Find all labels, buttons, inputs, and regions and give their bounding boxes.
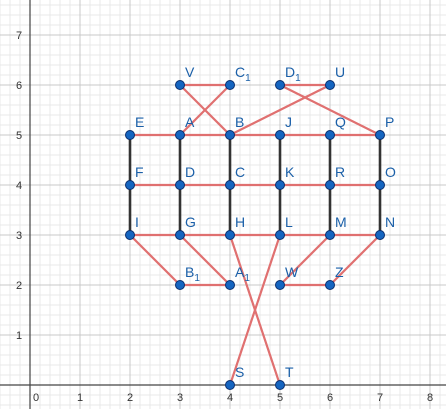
point-H[interactable] (225, 230, 235, 240)
tick-labels: 0 1 2 3 4 5 6 7 8 1 2 3 4 5 6 7 (16, 30, 433, 404)
point-label-P: P (385, 114, 394, 130)
point-G[interactable] (175, 230, 185, 240)
point-label-B1: B1 (185, 264, 200, 284)
point-D1[interactable] (275, 80, 285, 90)
point-C1[interactable] (225, 80, 235, 90)
x-tick-label: 3 (177, 392, 183, 404)
x-tick-label: 1 (77, 392, 83, 404)
point-label-C: C (235, 164, 245, 180)
y-tick-label: 2 (16, 280, 22, 292)
point-label-D1: D1 (285, 64, 301, 84)
point-U[interactable] (325, 80, 335, 90)
red-edges (128, 83, 382, 387)
point-label-R: R (335, 164, 345, 180)
point-label-C1: C1 (235, 64, 251, 84)
point-label-K: K (285, 164, 295, 180)
point-R[interactable] (325, 180, 335, 190)
point-L[interactable] (275, 230, 285, 240)
x-tick-label: 5 (277, 392, 283, 404)
point-label-A: A (185, 114, 195, 130)
x-tick-label: 6 (327, 392, 333, 404)
edge-D1-P (278, 83, 382, 137)
point-W[interactable] (275, 280, 285, 290)
point-C[interactable] (225, 180, 235, 190)
point-label-S: S (235, 364, 244, 380)
point-label-N: N (385, 214, 395, 230)
edge-N-Z (328, 233, 382, 287)
x-tick-label: 8 (427, 392, 433, 404)
y-tick-label: 7 (16, 30, 22, 42)
points (125, 80, 385, 390)
point-B1[interactable] (175, 280, 185, 290)
point-label-I: I (135, 214, 139, 230)
x-tick-label: 2 (127, 392, 133, 404)
y-tick-label: 3 (16, 230, 22, 242)
point-Q[interactable] (325, 130, 335, 140)
point-label-O: O (385, 164, 396, 180)
edge-G-A1 (178, 233, 232, 287)
x-tick-label: 0 (33, 392, 39, 404)
point-S[interactable] (225, 380, 235, 390)
point-label-L: L (285, 214, 293, 230)
y-tick-label: 4 (16, 180, 22, 192)
x-tick-label: 4 (227, 392, 233, 404)
edge-U-B (228, 83, 332, 137)
point-O[interactable] (375, 180, 385, 190)
point-T[interactable] (275, 380, 285, 390)
y-tick-label: 1 (16, 330, 22, 342)
point-label-B: B (235, 114, 244, 130)
point-J[interactable] (275, 130, 285, 140)
point-label-H: H (235, 214, 245, 230)
point-N[interactable] (375, 230, 385, 240)
y-tick-label: 6 (16, 80, 22, 92)
point-label-V: V (185, 64, 195, 80)
point-label-Z: Z (335, 264, 344, 280)
point-B[interactable] (225, 130, 235, 140)
point-K[interactable] (275, 180, 285, 190)
edge-L-S (228, 233, 282, 387)
point-label-J: J (285, 114, 292, 130)
point-label-W: W (285, 264, 299, 280)
point-label-T: T (285, 364, 294, 380)
y-tick-label: 5 (16, 130, 22, 142)
point-label-G: G (185, 214, 196, 230)
point-label-A1: A1 (235, 264, 250, 284)
x-tick-label: 7 (377, 392, 383, 404)
point-label-E: E (135, 114, 144, 130)
edge-C1-A (178, 83, 232, 137)
point-A1[interactable] (225, 280, 235, 290)
point-E[interactable] (125, 130, 135, 140)
point-A[interactable] (175, 130, 185, 140)
point-label-F: F (135, 164, 144, 180)
point-Z[interactable] (325, 280, 335, 290)
edge-M-W (278, 233, 332, 287)
point-D[interactable] (175, 180, 185, 190)
point-F[interactable] (125, 180, 135, 190)
point-label-M: M (335, 214, 347, 230)
point-I[interactable] (125, 230, 135, 240)
point-P[interactable] (375, 130, 385, 140)
point-M[interactable] (325, 230, 335, 240)
point-V[interactable] (175, 80, 185, 90)
point-label-D: D (185, 164, 195, 180)
point-labels: V C1 D1 U E A B J Q P F D C K R O I G H L M N B1 A1 W Z S T (135, 64, 396, 380)
point-label-U: U (335, 64, 345, 80)
point-label-Q: Q (335, 114, 346, 130)
edge-I-B1 (128, 233, 182, 287)
